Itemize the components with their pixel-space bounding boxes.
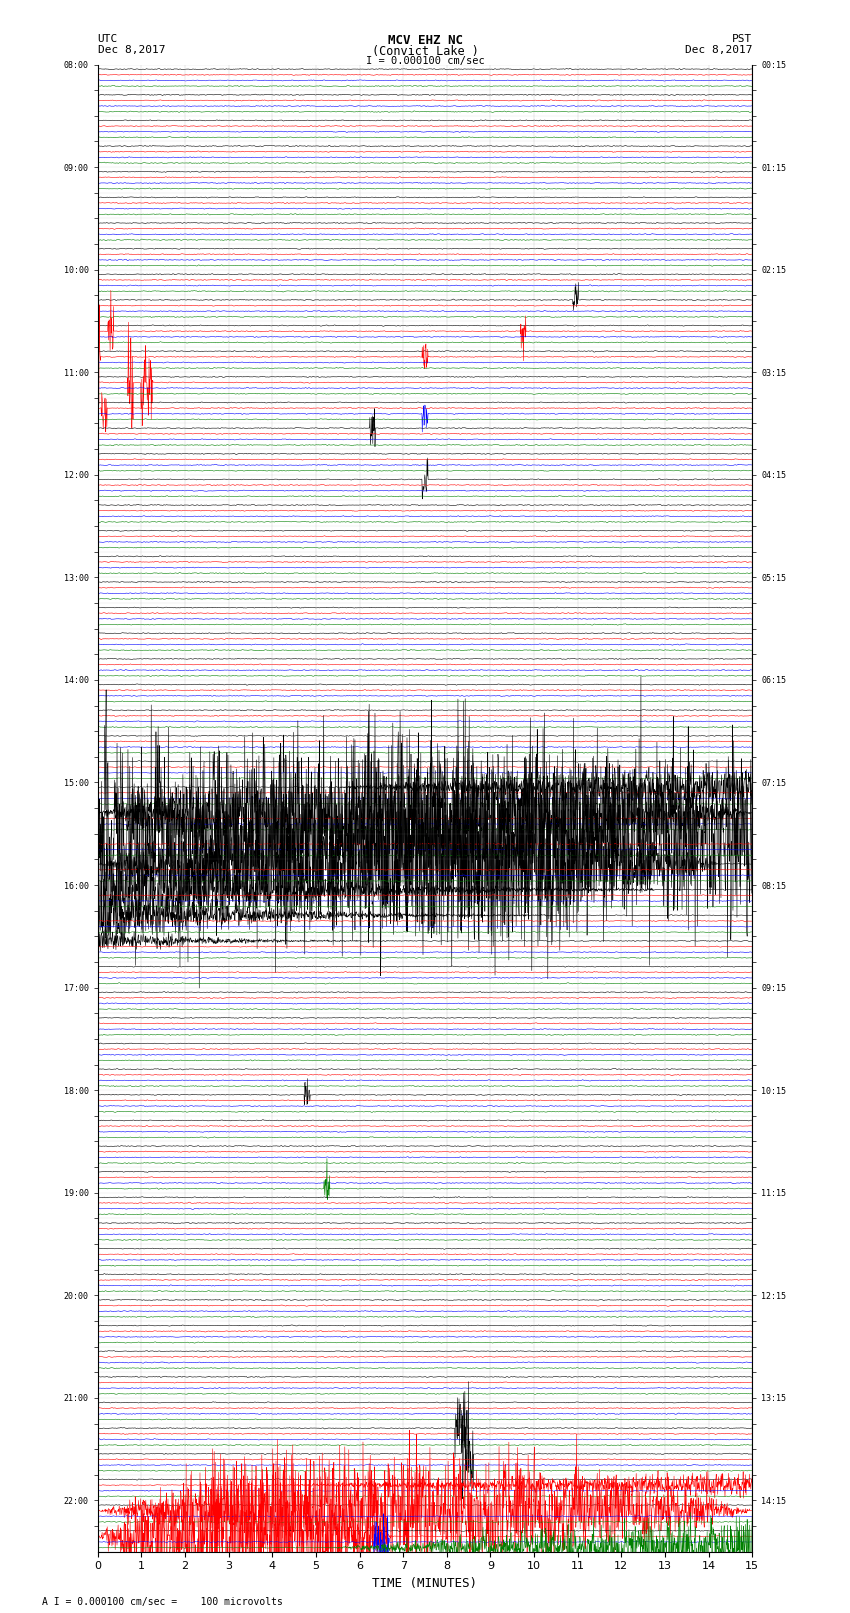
Text: A I = 0.000100 cm/sec =    100 microvolts: A I = 0.000100 cm/sec = 100 microvolts — [42, 1597, 283, 1607]
Text: UTC: UTC — [98, 34, 118, 44]
Text: MCV EHZ NC: MCV EHZ NC — [388, 34, 462, 47]
Text: (Convict Lake ): (Convict Lake ) — [371, 45, 479, 58]
Text: I = 0.000100 cm/sec: I = 0.000100 cm/sec — [366, 56, 484, 66]
Text: PST: PST — [732, 34, 752, 44]
Text: Dec 8,2017: Dec 8,2017 — [685, 45, 752, 55]
Text: Dec 8,2017: Dec 8,2017 — [98, 45, 165, 55]
X-axis label: TIME (MINUTES): TIME (MINUTES) — [372, 1578, 478, 1590]
